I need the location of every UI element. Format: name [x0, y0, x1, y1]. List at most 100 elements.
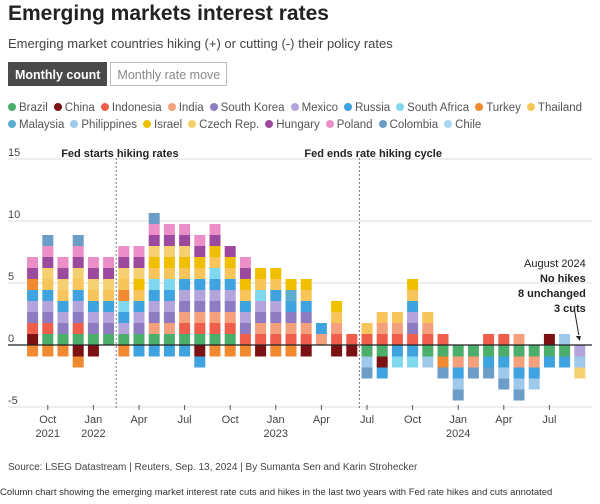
- legend-item: Brazil: [8, 100, 48, 117]
- legend-label: Colombia: [389, 119, 439, 131]
- hike-bar-segment: [194, 246, 206, 257]
- cut-bar-segment: [513, 389, 525, 401]
- hike-bar-segment: [209, 279, 221, 290]
- hike-bar-segment: [239, 323, 251, 334]
- legend-swatch: [70, 120, 79, 128]
- hike-bar-segment: [285, 301, 297, 312]
- hike-bar-segment: [209, 246, 221, 257]
- cut-bar-segment: [376, 345, 388, 357]
- cut-bar-segment: [574, 356, 586, 368]
- hike-bar-segment: [72, 301, 84, 312]
- cut-bar-segment: [376, 356, 388, 368]
- tab-monthly-rate-move[interactable]: Monthly rate move: [110, 62, 228, 86]
- cut-bar-segment: [513, 345, 525, 357]
- cut-bar-segment: [422, 345, 434, 357]
- hike-bar-segment: [255, 312, 267, 323]
- cut-bar-segment: [559, 345, 571, 357]
- hike-bar-segment: [118, 334, 130, 345]
- hike-bar-segment: [148, 268, 160, 279]
- hike-bar-segment: [42, 268, 54, 279]
- hike-bar-segment: [103, 334, 115, 345]
- hike-bar-segment: [391, 323, 403, 334]
- hike-bar-segment: [57, 268, 69, 279]
- hike-bar-segment: [239, 334, 251, 345]
- hike-bar-segment: [42, 301, 54, 312]
- hike-bar-segment: [300, 279, 312, 290]
- legend-label: Czech Rep.: [199, 119, 260, 131]
- hike-bar-segment: [194, 257, 206, 268]
- hike-bar-segment: [543, 334, 555, 345]
- chart-legend: Brazil China Indonesia India South Korea Mexi…: [8, 100, 593, 134]
- hike-bar-segment: [118, 279, 130, 290]
- hike-bar-segment: [103, 323, 115, 334]
- hike-bar-segment: [194, 301, 206, 312]
- legend-swatch: [325, 120, 334, 128]
- cut-bar-segment: [72, 356, 84, 368]
- hike-bar-segment: [42, 312, 54, 323]
- legend-swatch: [475, 103, 484, 111]
- hike-bar-segment: [57, 323, 69, 334]
- hike-bar-segment: [194, 235, 206, 246]
- hike-bar-segment: [42, 290, 54, 301]
- cut-bar-segment: [543, 356, 555, 368]
- cut-bar-segment: [194, 345, 206, 357]
- hike-bar-segment: [57, 279, 69, 290]
- legend-item: Chile: [444, 117, 481, 134]
- hike-bar-segment: [255, 290, 267, 301]
- legend-swatch: [378, 120, 387, 128]
- hike-bar-segment: [179, 312, 191, 323]
- x-tick-label: Oct: [222, 414, 239, 426]
- hike-bar-segment: [57, 334, 69, 345]
- hike-bar-segment: [179, 301, 191, 312]
- hike-bar-segment: [87, 312, 99, 323]
- legend-label: Turkey: [486, 102, 521, 114]
- cut-bar-segment: [331, 345, 343, 357]
- callout-arrowhead: [575, 336, 581, 341]
- hike-bar-segment: [194, 268, 206, 279]
- hike-bar-segment: [42, 246, 54, 257]
- cut-bar-segment: [422, 356, 434, 368]
- legend-item: Russia: [344, 100, 390, 117]
- legend-label: Israel: [154, 119, 183, 131]
- cut-bar-segment: [513, 367, 525, 379]
- hike-bar-segment: [27, 301, 39, 312]
- hike-bar-segment: [270, 268, 282, 279]
- hike-bar-segment: [148, 257, 160, 268]
- hike-bar-segment: [133, 334, 145, 345]
- hike-bar-segment: [224, 323, 236, 334]
- hike-bar-segment: [87, 290, 99, 301]
- hike-bar-segment: [224, 334, 236, 345]
- legend-label: Mexico: [301, 102, 339, 114]
- cut-bar-segment: [72, 345, 84, 357]
- hike-bar-segment: [315, 323, 327, 334]
- hike-bar-segment: [209, 323, 221, 334]
- legend-item: Thailand: [526, 100, 582, 117]
- cut-bar-segment: [528, 345, 540, 357]
- cut-bar-segment: [452, 378, 464, 390]
- hike-bar-segment: [209, 235, 221, 246]
- cut-bar-segment: [467, 356, 479, 368]
- legend-item: Philippines: [70, 117, 137, 134]
- hike-bar-segment: [315, 334, 327, 345]
- hike-bar-segment: [209, 257, 221, 268]
- hike-bar-segment: [270, 301, 282, 312]
- callout-text: August 2024: [524, 258, 586, 270]
- hike-bar-segment: [285, 334, 297, 345]
- hike-bar-segment: [87, 268, 99, 279]
- cut-bar-segment: [543, 345, 555, 357]
- hike-bar-segment: [87, 257, 99, 268]
- hike-bar-segment: [179, 257, 191, 268]
- hike-bar-segment: [133, 323, 145, 334]
- hike-bar-segment: [27, 268, 39, 279]
- legend-swatch: [209, 103, 218, 111]
- legend-swatch: [396, 103, 405, 111]
- cut-bar-segment: [270, 345, 282, 357]
- hike-bar-segment: [376, 312, 388, 323]
- tab-monthly-count[interactable]: Monthly count: [8, 62, 108, 86]
- hike-bar-segment: [163, 246, 175, 257]
- hike-bar-segment: [87, 279, 99, 290]
- x-tick-label: Apr: [313, 414, 330, 426]
- legend-item: Poland: [325, 117, 373, 134]
- x-tick-label: Jan: [85, 414, 103, 426]
- hike-bar-segment: [57, 301, 69, 312]
